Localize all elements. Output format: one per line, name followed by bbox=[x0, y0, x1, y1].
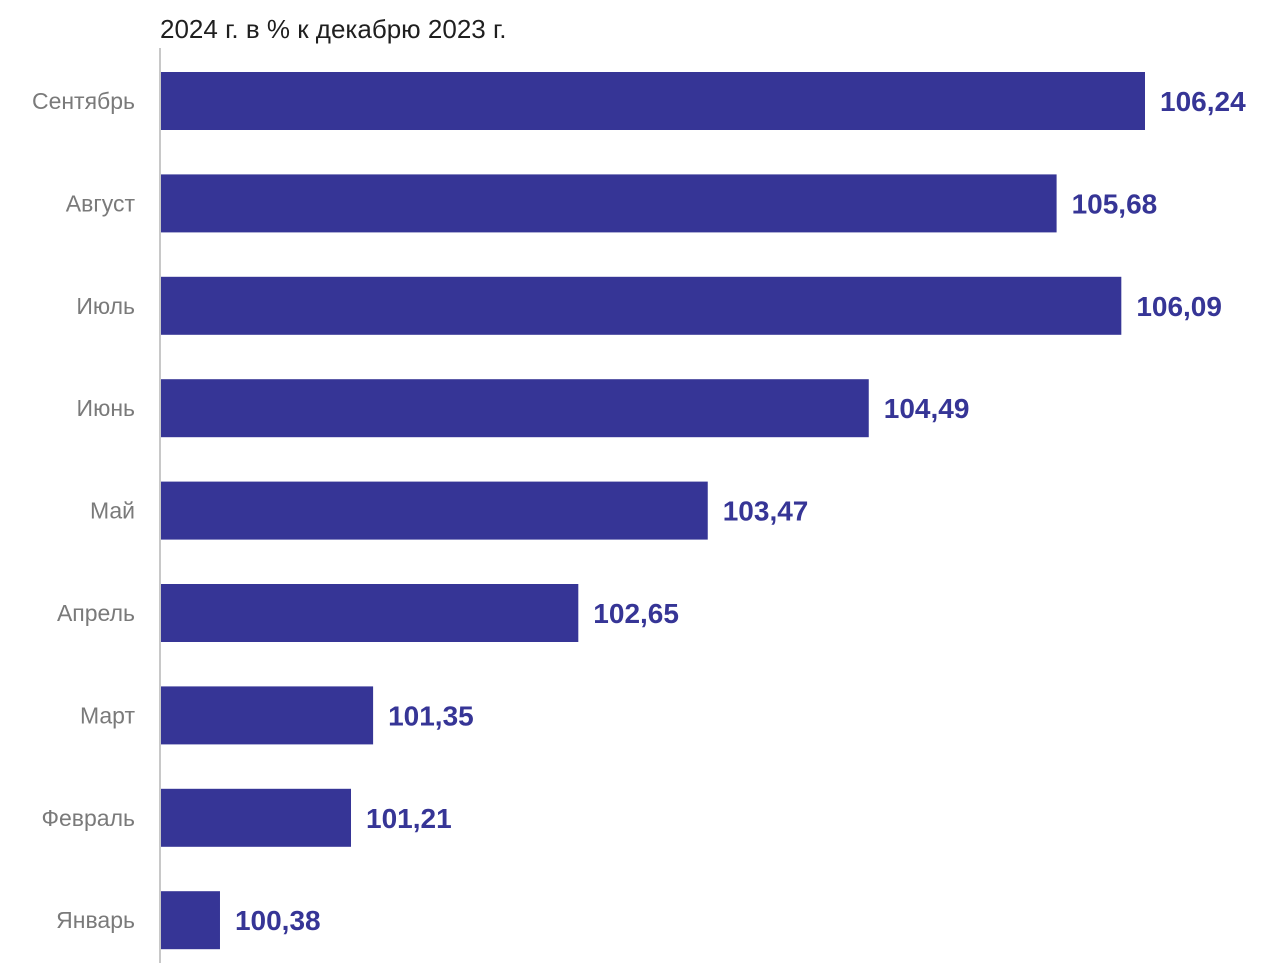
category-labels: Сентябрь Август Июль Июнь Май Апрель Март Февра… bbox=[32, 88, 136, 933]
bar bbox=[160, 72, 1145, 130]
category-label: Март bbox=[80, 702, 135, 728]
value-label: 103,47 bbox=[723, 496, 809, 527]
value-label: 106,24 bbox=[1160, 86, 1246, 117]
value-label: 106,09 bbox=[1136, 291, 1222, 322]
bar bbox=[160, 481, 708, 540]
category-label: Февраль bbox=[42, 805, 135, 831]
bar bbox=[160, 379, 869, 438]
value-label: 101,21 bbox=[366, 803, 452, 834]
value-label: 104,49 bbox=[884, 393, 970, 424]
chart-title: 2024 г. в % к декабрю 2023 г. bbox=[160, 14, 507, 44]
value-label: 100,38 bbox=[235, 905, 321, 936]
bar bbox=[160, 584, 579, 642]
category-label: Май bbox=[90, 498, 135, 524]
bar bbox=[160, 788, 352, 847]
bar bbox=[160, 174, 1057, 233]
bar bbox=[160, 276, 1122, 335]
bar bbox=[160, 686, 374, 745]
value-labels: 106,24 105,68 106,09 104,49 103,47 102,65 101,… bbox=[235, 86, 1246, 936]
value-label: 102,65 bbox=[593, 598, 679, 629]
value-label: 105,68 bbox=[1072, 188, 1158, 219]
category-label: Январь bbox=[56, 907, 135, 933]
category-label: Апрель bbox=[57, 600, 135, 626]
category-label: Август bbox=[66, 190, 136, 216]
category-label: Июль bbox=[76, 293, 135, 319]
value-label: 101,35 bbox=[388, 700, 474, 731]
category-label: Июнь bbox=[77, 395, 135, 421]
category-label: Сентябрь bbox=[32, 88, 135, 114]
bars-layer bbox=[160, 72, 1145, 950]
bar bbox=[160, 891, 220, 950]
